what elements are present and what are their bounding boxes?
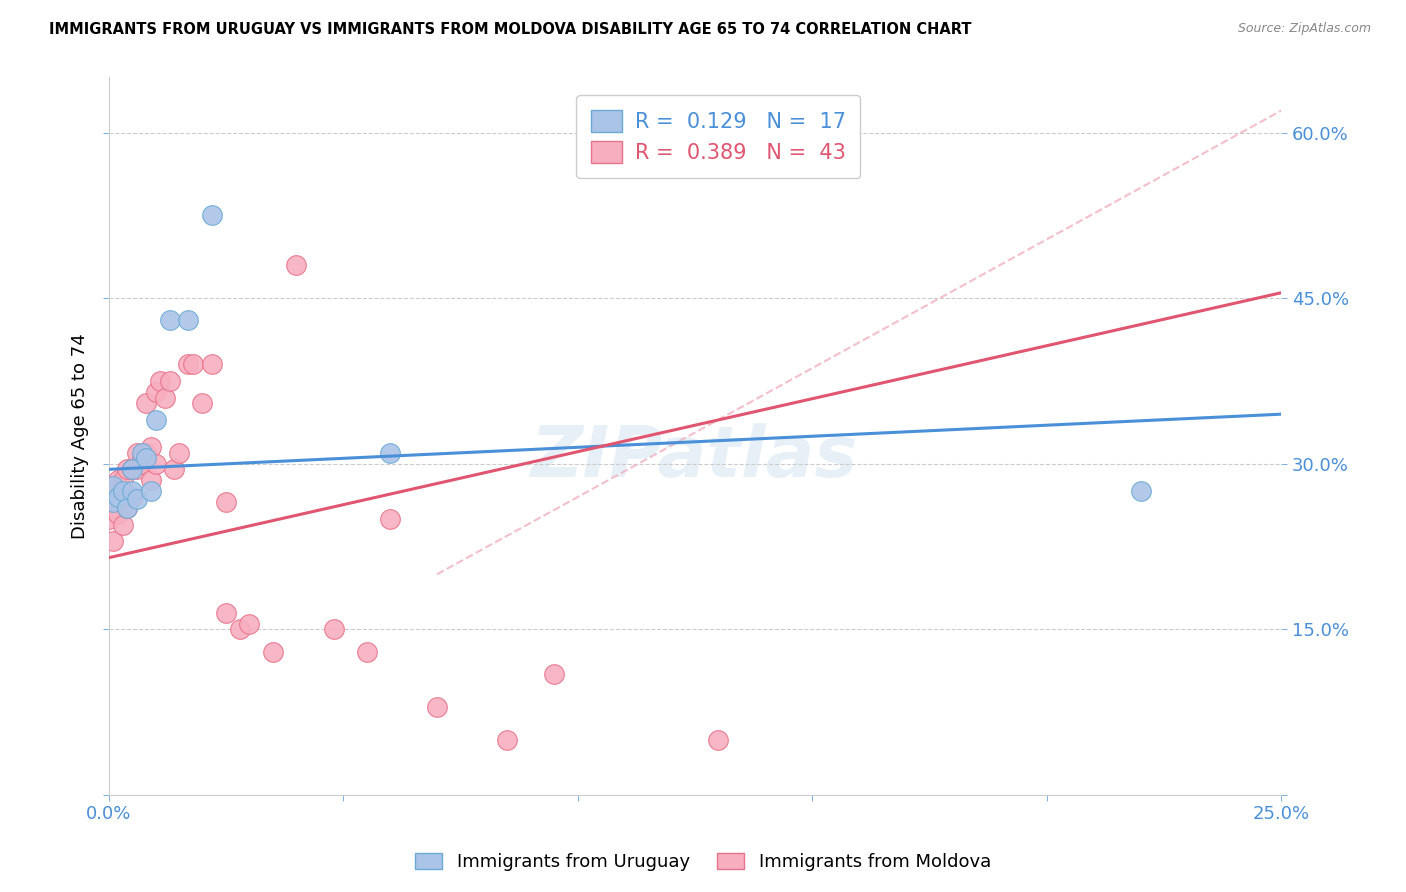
Point [177, 313, 200, 327]
Point [135, 446, 157, 460]
Point [135, 396, 157, 410]
Point [177, 358, 200, 372]
Point [378, 512, 401, 526]
Point [1129, 484, 1152, 499]
Point [121, 462, 143, 476]
Point [107, 474, 129, 488]
Text: Source: ZipAtlas.com: Source: ZipAtlas.com [1237, 22, 1371, 36]
Point [201, 358, 224, 372]
Point [181, 358, 204, 372]
Point [159, 313, 181, 327]
Point [103, 534, 125, 549]
Point [117, 501, 139, 516]
Point [107, 490, 129, 504]
Point [103, 490, 125, 504]
Point [125, 462, 148, 476]
Point [159, 374, 181, 388]
Point [322, 623, 344, 637]
Point [131, 457, 153, 471]
Point [163, 462, 186, 476]
Point [135, 451, 157, 466]
Point [121, 484, 143, 499]
Point [145, 413, 167, 427]
Point [215, 495, 238, 509]
Point [215, 606, 238, 620]
Point [145, 385, 167, 400]
Point [97, 512, 120, 526]
Point [496, 732, 519, 747]
Point [378, 446, 401, 460]
Point [238, 616, 260, 631]
Point [139, 474, 162, 488]
Point [121, 490, 143, 504]
Point [117, 501, 139, 516]
Point [117, 462, 139, 476]
Point [191, 396, 214, 410]
Point [131, 446, 153, 460]
Point [145, 457, 167, 471]
Point [131, 451, 153, 466]
Point [149, 374, 172, 388]
Point [121, 462, 143, 476]
Point [107, 507, 129, 521]
Y-axis label: Disability Age 65 to 74: Disability Age 65 to 74 [72, 334, 89, 539]
Point [426, 699, 449, 714]
Point [111, 484, 134, 499]
Point [139, 484, 162, 499]
Point [229, 623, 252, 637]
Point [543, 666, 565, 681]
Legend: Immigrants from Uruguay, Immigrants from Moldova: Immigrants from Uruguay, Immigrants from… [408, 846, 998, 879]
Point [111, 474, 134, 488]
Point [167, 446, 190, 460]
Point [103, 479, 125, 493]
Legend: R =  0.129   N =  17, R =  0.389   N =  43: R = 0.129 N = 17, R = 0.389 N = 43 [576, 95, 860, 178]
Text: IMMIGRANTS FROM URUGUAY VS IMMIGRANTS FROM MOLDOVA DISABILITY AGE 65 TO 74 CORRE: IMMIGRANTS FROM URUGUAY VS IMMIGRANTS FR… [49, 22, 972, 37]
Point [262, 644, 284, 658]
Point [111, 517, 134, 532]
Point [125, 446, 148, 460]
Point [153, 391, 176, 405]
Point [125, 492, 148, 507]
Point [139, 440, 162, 454]
Point [201, 209, 224, 223]
Point [707, 732, 730, 747]
Text: ZIPatlas: ZIPatlas [531, 424, 859, 492]
Point [285, 258, 308, 272]
Point [103, 495, 125, 509]
Point [356, 644, 378, 658]
